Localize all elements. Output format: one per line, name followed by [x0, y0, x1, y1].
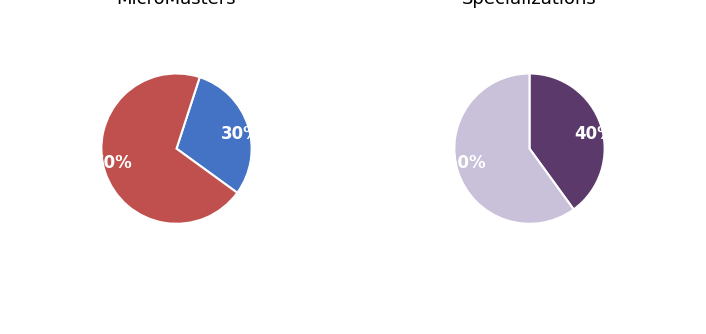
Text: 40%: 40% [574, 125, 614, 143]
Text: 30%: 30% [221, 125, 261, 143]
Text: 60%: 60% [445, 154, 485, 172]
Title: MicroMasters: MicroMasters [116, 0, 237, 8]
Title: Specializations: Specializations [462, 0, 597, 8]
Text: 70%: 70% [92, 154, 132, 172]
Wedge shape [530, 73, 604, 209]
Wedge shape [455, 73, 574, 224]
Wedge shape [102, 73, 237, 224]
Wedge shape [176, 77, 251, 193]
